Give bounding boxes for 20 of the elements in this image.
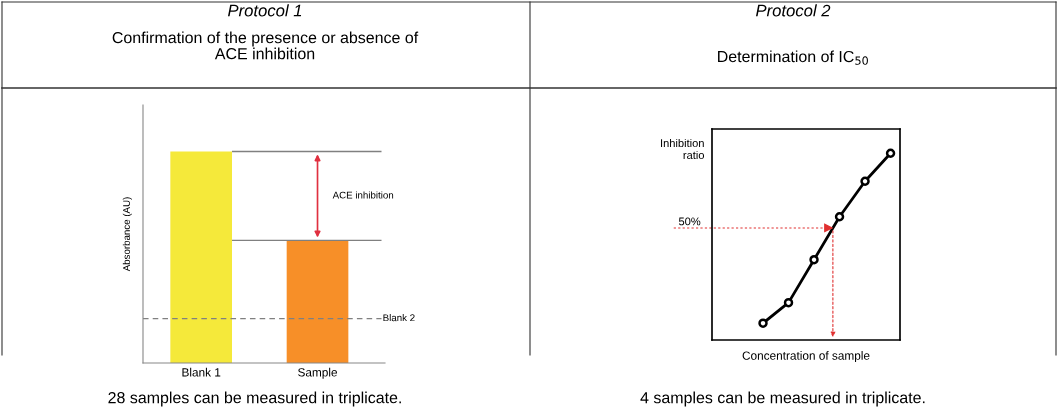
x-tick-label: Sample	[298, 367, 338, 379]
chart-title: Protocol 2	[755, 4, 831, 17]
point	[758, 318, 768, 328]
chart-subtitle: Determination of IC$_{50}$	[718, 50, 868, 65]
annotation: ACE inhibition	[332, 191, 394, 199]
point	[860, 176, 870, 187]
y-axis-title: Absorbance (AU)	[122, 197, 132, 272]
point	[834, 212, 845, 222]
point	[809, 254, 819, 265]
x-axis-title: Concentration of sample	[742, 351, 870, 363]
x-tick-label: Blank 1	[182, 367, 221, 377]
point	[885, 148, 896, 158]
ref-line-label: Blank 2	[383, 314, 415, 322]
text: 50%	[678, 217, 701, 226]
chart-title: Protocol 1	[227, 4, 302, 17]
text: 4 samples can be measured in triplicate.	[640, 391, 925, 407]
text: 28 samples can be measured in triplicate.	[108, 391, 401, 407]
y-axis-title: Inhibition ratio	[661, 138, 705, 160]
chart-subtitle: Confirmation of the presence or absence of ACE inhibition	[112, 31, 419, 60]
point	[783, 297, 794, 308]
